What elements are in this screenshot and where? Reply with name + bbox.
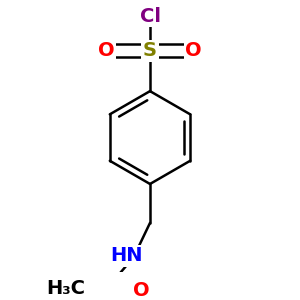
Text: O: O [98, 41, 115, 60]
Text: S: S [143, 41, 157, 60]
Text: HN: HN [110, 246, 142, 266]
Text: Cl: Cl [140, 7, 160, 26]
Text: O: O [185, 41, 202, 60]
Text: H₃C: H₃C [46, 279, 86, 298]
Text: O: O [133, 281, 149, 300]
